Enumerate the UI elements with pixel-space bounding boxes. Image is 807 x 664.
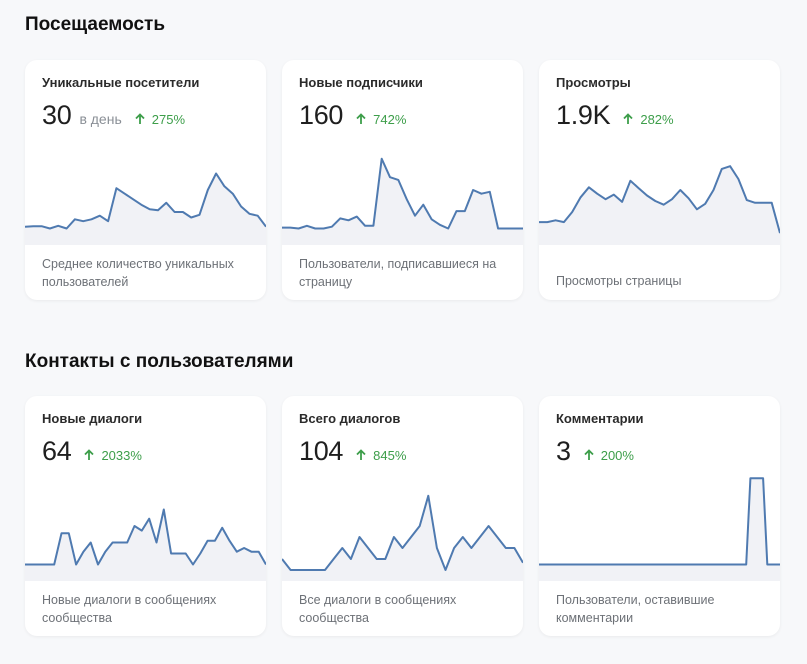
- change-indicator: 275%: [134, 112, 185, 127]
- arrow-up-icon: [84, 449, 95, 460]
- card-title: Новые диалоги: [42, 411, 143, 426]
- card-description: Новые диалоги в сообщениях сообщества: [42, 593, 217, 625]
- change-indicator: 282%: [622, 112, 674, 127]
- card-new-dialogs[interactable]: Новые диалоги 64 2033% Новые диалоги в с…: [25, 396, 266, 636]
- metric-row: 30 в день 275%: [42, 100, 185, 131]
- change-value: 282%: [640, 112, 674, 127]
- arrow-up-icon: [356, 113, 366, 124]
- card-total-dialogs[interactable]: Всего диалогов 104 845% Все диалоги в со…: [282, 396, 523, 636]
- sparkline-chart: [25, 172, 266, 245]
- sparkline-line: [539, 477, 780, 566]
- sparkline-chart: [539, 165, 780, 245]
- metric-row: 3 200%: [556, 436, 634, 467]
- sparkline-line: [282, 494, 523, 571]
- sparkline-area: [539, 166, 780, 245]
- sparkline-area: [282, 495, 523, 581]
- change-value: 742%: [373, 112, 407, 127]
- card-description: Пользователи, подписавшиеся на страницу: [299, 257, 497, 289]
- card-title: Новые подписчики: [299, 75, 423, 90]
- change-indicator: 2033%: [83, 448, 142, 463]
- change-value: 845%: [373, 448, 407, 463]
- arrow-up-icon: [356, 449, 366, 460]
- sparkline-chart: [282, 157, 523, 245]
- sparkline-line: [282, 157, 523, 230]
- metric-row: 64 2033%: [42, 436, 142, 467]
- metric-row: 1.9K 282%: [556, 100, 674, 131]
- metric-value: 30: [42, 100, 72, 130]
- metric-value: 1.9K: [556, 100, 611, 130]
- sparkline-area: [25, 173, 266, 245]
- sparkline-area: [25, 509, 266, 581]
- metric-value: 64: [42, 436, 72, 466]
- metric-value: 3: [556, 436, 571, 466]
- card-description: Все диалоги в сообщениях сообщества: [299, 593, 457, 625]
- arrow-up-icon: [135, 113, 145, 124]
- sparkline-chart: [282, 494, 523, 581]
- card-description: Среднее количество уникальных пользовате…: [42, 257, 234, 289]
- change-value: 275%: [151, 112, 185, 127]
- metric-value: 160: [299, 100, 344, 130]
- card-title: Всего диалогов: [299, 411, 401, 426]
- change-indicator: 845%: [355, 448, 406, 463]
- card-title: Комментарии: [556, 411, 644, 426]
- metric-unit: в день: [79, 111, 122, 127]
- arrow-up-icon: [623, 113, 633, 124]
- change-value: 200%: [600, 448, 634, 463]
- change-indicator: 742%: [355, 112, 406, 127]
- metric-row: 160 742%: [299, 100, 406, 131]
- section-title-attendance: Посещаемость: [25, 14, 166, 35]
- change-indicator: 200%: [583, 448, 634, 463]
- metric-value: 104: [299, 436, 344, 466]
- card-views[interactable]: Просмотры 1.9K 282% Просмотры страницы: [539, 60, 780, 300]
- sparkline-line: [25, 172, 266, 230]
- card-description: Пользователи, оставившие комментарии: [556, 593, 715, 625]
- sparkline-area: [539, 478, 780, 581]
- card-comments[interactable]: Комментарии 3 200% Пользователи, оставив…: [539, 396, 780, 636]
- card-unique-visitors[interactable]: Уникальные посетители 30 в день 275% Сре…: [25, 60, 266, 300]
- card-description: Просмотры страницы: [556, 274, 682, 288]
- arrow-up-icon: [584, 449, 594, 460]
- change-value: 2033%: [101, 448, 142, 463]
- section-title-user-contacts: Контакты с пользователями: [25, 351, 294, 372]
- card-title: Уникальные посетители: [42, 75, 200, 90]
- sparkline-area: [282, 158, 523, 245]
- metric-row: 104 845%: [299, 436, 406, 467]
- sparkline-chart: [25, 508, 266, 581]
- card-title: Просмотры: [556, 75, 631, 90]
- sparkline-chart: [539, 477, 780, 581]
- sparkline-line: [539, 165, 780, 234]
- sparkline-line: [25, 508, 266, 566]
- card-new-subscribers[interactable]: Новые подписчики 160 742% Пользователи, …: [282, 60, 523, 300]
